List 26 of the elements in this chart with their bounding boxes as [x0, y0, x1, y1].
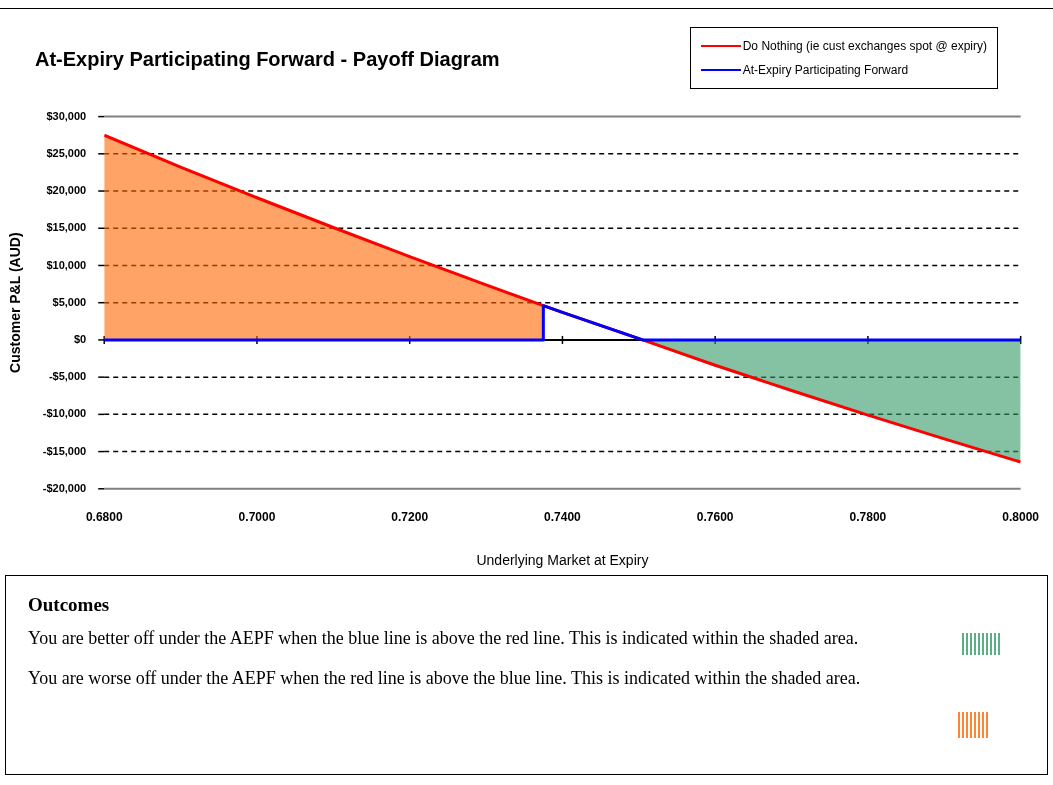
text: You are worse off under the AEPF when the red line is above the blue line. This is indicated within the shaded area. [28, 667, 862, 690]
x-axis-title: Underlying Market at Expiry [476, 552, 649, 569]
chart-title: At-Expiry Participating Forward - Payoff Diagram [35, 48, 500, 71]
y-tick-label: $10,000 [46, 258, 87, 271]
y-tick-label: $0 [73, 332, 87, 345]
x-tick-label: 0.7000 [238, 510, 276, 525]
y-tick-label: -$10,000 [42, 407, 87, 420]
text: You are better off under the AEPF when the blue line is above the red line. This is indicated within the shaded area. [28, 627, 860, 650]
y-tick-label: -$5,000 [48, 370, 87, 383]
y-tick-label: -$15,000 [42, 444, 87, 457]
y-tick-label: $5,000 [52, 295, 87, 308]
legend-label: At-Expiry Participating Forward [742, 63, 909, 77]
x-tick-label: 0.7200 [391, 510, 429, 525]
text: Outcomes [28, 594, 111, 616]
y-tick-label: $15,000 [46, 221, 87, 234]
x-tick-label: 0.7400 [544, 510, 582, 525]
x-tick-label: 0.7600 [696, 510, 734, 525]
y-axis-title: Customer P&L (AUD) [7, 232, 24, 373]
y-tick-label: $20,000 [46, 184, 87, 197]
x-tick-label: 0.6800 [85, 510, 123, 525]
y-tick-label: -$20,000 [42, 481, 87, 494]
x-tick-label: 0.7800 [849, 510, 887, 525]
y-tick-label: $25,000 [46, 146, 87, 159]
legend-label: Do Nothing (ie cust exchanges spot @ expiry) [742, 39, 987, 53]
x-tick-label: 0.8000 [1002, 510, 1040, 525]
y-tick-label: $30,000 [46, 109, 87, 122]
